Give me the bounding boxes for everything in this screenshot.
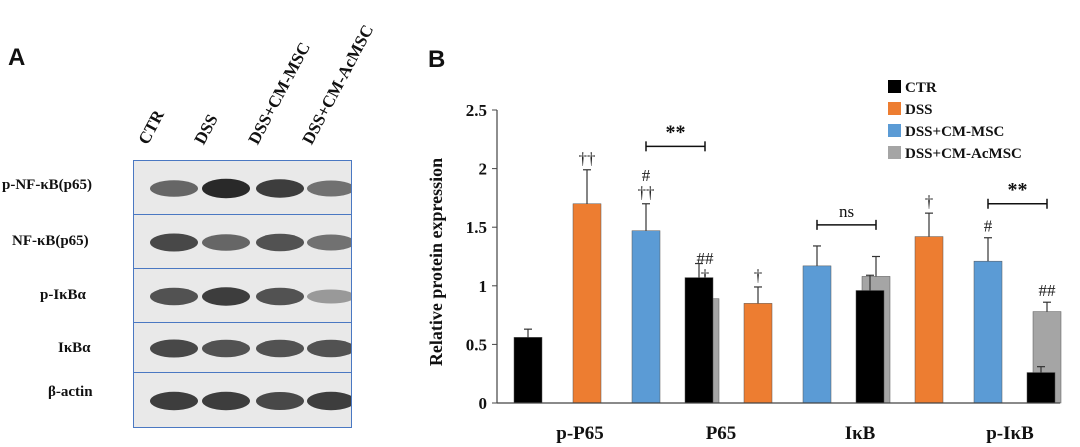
legend-swatch [888,124,901,137]
bar [1026,372,1056,404]
blot-band [307,289,351,304]
blot-panel-p-nfkb [133,160,352,215]
y-tick-label: 1 [479,277,488,296]
significance-annotation: † [701,266,710,285]
bar [802,265,832,404]
bars: ††#††##†††###†## [513,149,1062,404]
blot-band [150,287,198,306]
significance-annotation: ## [1039,281,1057,300]
x-tick-label: p-P65 [556,423,604,444]
blot-panel-p-ikba [133,268,352,323]
y-tick-label: 0.5 [466,335,487,354]
significance-annotation: # [642,166,651,185]
legend-label: CTR [905,80,937,96]
blot-band [307,339,351,358]
x-tick-label: p-IκB [986,423,1034,444]
bar [684,277,714,404]
bar [513,337,543,404]
blot-label-p-ikba: p-IκBα [40,287,86,303]
blot-band [150,391,198,411]
legend-label: DSS+CM-AcMSC [905,146,1022,162]
legend: CTR DSS DSS+CM-MSC DSS+CM-AcMSC [888,80,1022,162]
blot-band [256,339,304,358]
blot-label-ikba: IκBα [58,340,91,356]
blot-panel-ikba [133,322,352,373]
bar [914,236,944,404]
significance-annotation: # [984,217,993,236]
blot-label-beta-actin: β-actin [48,384,93,400]
blot-band [202,287,250,306]
significance-brackets: **ns*** [645,121,1048,230]
legend-swatch [888,80,901,93]
blot-band [202,178,250,199]
blot-image [134,373,351,427]
significance-annotation: †† [579,149,596,168]
blot-band [256,179,304,198]
x-tick-label: P65 [706,423,737,444]
blot-band [202,391,250,411]
legend-label: DSS [905,102,933,118]
legend-label: DSS+CM-MSC [905,124,1004,140]
significance-annotation: † [754,266,763,285]
x-tick-label: IκB [845,423,876,444]
blot-band [307,391,351,411]
blot-band [150,180,198,197]
blot-band [150,339,198,358]
blot-panel-beta-actin [133,372,352,428]
y-ticks: 0 0.5 1 1.5 2 2.5 [466,101,497,413]
significance-annotation: †† [638,183,655,202]
bar [855,290,885,404]
bracket-label: ** [1008,179,1028,201]
blot-band [202,234,250,251]
axes [496,110,1060,404]
bracket-label: ** [666,121,686,143]
y-tick-label: 1.5 [466,218,487,237]
blot-band [150,233,198,252]
legend-swatch [888,102,901,115]
panel-a-letter: A [8,44,26,71]
bar [631,230,661,404]
x-tick-labels: p-P65 P65 IκB p-IκB [556,423,1034,444]
blot-image [134,215,351,268]
y-axis-label: Relative protein expression [426,158,446,366]
y-tick-label: 2.5 [466,101,487,120]
blot-band [307,180,351,197]
panel-b-letter: B [428,46,446,73]
blot-band [256,287,304,306]
blot-image [134,269,351,322]
blot-label-p-nfkb: p-NF-κB(p65) [2,177,92,193]
y-tick-label: 0 [479,394,488,413]
blot-band [307,234,351,251]
bracket-label: ns [839,202,854,221]
blot-band [256,392,304,410]
bar [743,303,773,404]
blot-band [256,233,304,252]
legend-swatch [888,146,901,159]
y-tick-label: 2 [479,160,488,179]
blot-label-nfkb: NF-κB(p65) [12,233,89,249]
bar [973,260,1003,404]
blot-band [202,339,250,358]
significance-annotation: † [925,192,934,211]
bar [572,203,602,404]
blot-image [134,161,351,214]
blot-image [134,323,351,372]
